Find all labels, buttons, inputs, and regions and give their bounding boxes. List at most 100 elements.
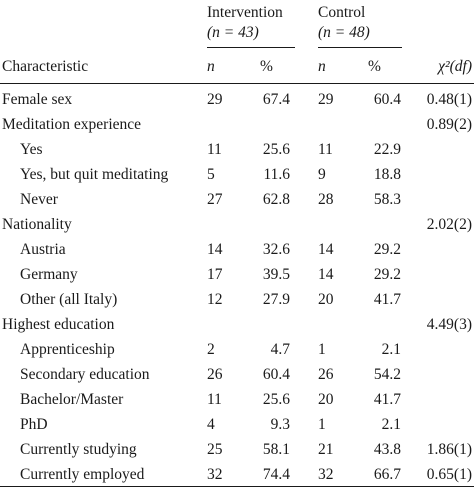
control-percent: 54.2 bbox=[373, 366, 401, 383]
control-percent: 29.2 bbox=[373, 266, 401, 283]
control-percent: 41.7 bbox=[373, 391, 401, 408]
group2-title: Control bbox=[318, 4, 366, 21]
group1-sample-size: (n = 43) bbox=[207, 24, 259, 41]
table-row: Secondary education 26 60.4 26 54.2 bbox=[0, 363, 474, 388]
intervention-n: 32 bbox=[207, 466, 223, 483]
intervention-n: 26 bbox=[207, 366, 223, 383]
control-n: 29 bbox=[318, 91, 334, 108]
control-n: 20 bbox=[318, 291, 334, 308]
intervention-n: 12 bbox=[207, 291, 223, 308]
intervention-percent: 9.3 bbox=[270, 416, 290, 433]
intervention-n: 25 bbox=[207, 441, 223, 458]
row-label: Currently studying bbox=[20, 441, 137, 458]
control-n: 32 bbox=[318, 466, 334, 483]
table-row: Other (all Italy) 12 27.9 20 41.7 bbox=[0, 288, 474, 313]
intervention-n: 5 bbox=[207, 166, 215, 183]
table-row: Bachelor/Master 11 25.6 20 41.7 bbox=[0, 388, 474, 413]
group1-title: Intervention bbox=[207, 4, 283, 21]
intervention-percent: 25.6 bbox=[262, 391, 290, 408]
intervention-n: 14 bbox=[207, 241, 223, 258]
group1-n-column-header: n bbox=[207, 58, 215, 75]
control-percent: 29.2 bbox=[373, 241, 401, 258]
table-row: Meditation experience 0.89(2) bbox=[0, 113, 474, 138]
table-row: Currently employed 32 74.4 32 66.7 0.65(1) bbox=[0, 463, 474, 488]
header-bottom-rule bbox=[0, 83, 474, 84]
table-row: Austria 14 32.6 14 29.2 bbox=[0, 238, 474, 263]
row-label: Germany bbox=[20, 266, 78, 283]
row-label: Currently employed bbox=[20, 466, 145, 483]
control-n: 28 bbox=[318, 191, 334, 208]
intervention-percent: 32.6 bbox=[262, 241, 290, 258]
table-row: Germany 17 39.5 14 29.2 bbox=[0, 263, 474, 288]
table-row: Nationality 2.02(2) bbox=[0, 213, 474, 238]
control-n: 26 bbox=[318, 366, 334, 383]
control-n: 9 bbox=[318, 166, 326, 183]
intervention-percent: 25.6 bbox=[262, 141, 290, 158]
row-label: Female sex bbox=[2, 91, 73, 108]
intervention-percent: 74.4 bbox=[262, 466, 290, 483]
intervention-n: 4 bbox=[207, 416, 215, 433]
chi-square-value: 1.86(1) bbox=[426, 441, 472, 458]
intervention-percent: 27.9 bbox=[262, 291, 290, 308]
table-row: Currently studying 25 58.1 21 43.8 1.86(1) bbox=[0, 438, 474, 463]
chi-square-value: 0.89(2) bbox=[426, 116, 472, 133]
control-n: 14 bbox=[318, 266, 334, 283]
control-n: 20 bbox=[318, 391, 334, 408]
row-label: Meditation experience bbox=[2, 116, 142, 133]
intervention-percent: 39.5 bbox=[262, 266, 290, 283]
row-label: Bachelor/Master bbox=[20, 391, 124, 408]
chi-square-value: 0.65(1) bbox=[426, 466, 472, 483]
row-label: Highest education bbox=[2, 316, 115, 333]
control-percent: 43.8 bbox=[373, 441, 401, 458]
intervention-percent: 11.6 bbox=[263, 166, 290, 183]
control-percent: 66.7 bbox=[373, 466, 401, 483]
characteristic-column-header: Characteristic bbox=[2, 58, 89, 75]
chi-square-value: 0.48(1) bbox=[426, 91, 472, 108]
table-bottom-rule bbox=[0, 486, 474, 487]
intervention-n: 2 bbox=[207, 341, 215, 358]
intervention-n: 11 bbox=[207, 141, 222, 158]
control-n: 1 bbox=[318, 416, 326, 433]
table-row: Yes, but quit meditating 5 11.6 9 18.8 bbox=[0, 163, 474, 188]
row-label: Never bbox=[20, 191, 58, 208]
control-percent: 2.1 bbox=[381, 416, 401, 433]
intervention-n: 17 bbox=[207, 266, 223, 283]
control-percent: 60.4 bbox=[373, 91, 401, 108]
control-n: 11 bbox=[318, 141, 333, 158]
group2-sample-size: (n = 48) bbox=[318, 24, 370, 41]
table-row: Never 27 62.8 28 58.3 bbox=[0, 188, 474, 213]
control-n: 21 bbox=[318, 441, 334, 458]
intervention-percent: 58.1 bbox=[262, 441, 290, 458]
intervention-percent: 67.4 bbox=[262, 91, 290, 108]
chi-square-value: 2.02(2) bbox=[426, 216, 472, 233]
control-percent: 2.1 bbox=[381, 341, 401, 358]
group1-pct-column-header: % bbox=[260, 58, 273, 75]
intervention-n: 11 bbox=[207, 391, 222, 408]
intervention-percent: 4.7 bbox=[270, 341, 290, 358]
table-row: Female sex 29 67.4 29 60.4 0.48(1) bbox=[0, 88, 474, 113]
chi-square-value: 4.49(3) bbox=[426, 316, 472, 333]
control-n: 1 bbox=[318, 341, 326, 358]
row-label: Apprenticeship bbox=[20, 341, 115, 358]
row-label: Nationality bbox=[2, 216, 72, 233]
intervention-n: 27 bbox=[207, 191, 223, 208]
control-percent: 41.7 bbox=[373, 291, 401, 308]
table-row: PhD 4 9.3 1 2.1 bbox=[0, 413, 474, 438]
table-row: Yes 11 25.6 11 22.9 bbox=[0, 138, 474, 163]
group1-span-rule bbox=[207, 47, 295, 48]
group2-span-rule bbox=[318, 47, 402, 48]
group2-pct-column-header: % bbox=[368, 58, 381, 75]
group2-n-column-header: n bbox=[318, 58, 326, 75]
row-label: Yes bbox=[20, 141, 43, 158]
intervention-n: 29 bbox=[207, 91, 223, 108]
chi-square-column-header: χ²(df) bbox=[438, 58, 472, 75]
control-percent: 22.9 bbox=[373, 141, 401, 158]
intervention-percent: 62.8 bbox=[262, 191, 290, 208]
table-row: Highest education 4.49(3) bbox=[0, 313, 474, 338]
row-label: PhD bbox=[20, 416, 48, 433]
intervention-percent: 60.4 bbox=[262, 366, 290, 383]
row-label: Austria bbox=[20, 241, 66, 258]
control-percent: 18.8 bbox=[373, 166, 401, 183]
table-row: Apprenticeship 2 4.7 1 2.1 bbox=[0, 338, 474, 363]
row-label: Other (all Italy) bbox=[20, 291, 118, 308]
